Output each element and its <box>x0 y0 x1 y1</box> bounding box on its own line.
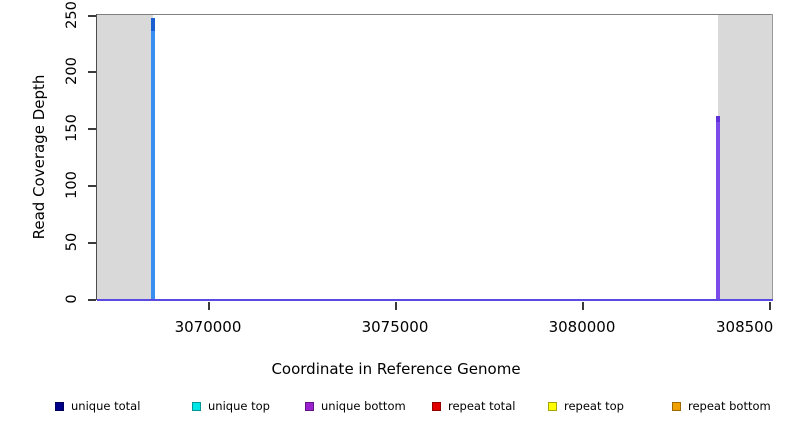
x-tick-label-3085000: 308500 <box>716 318 774 336</box>
y-tick-label-150: 150 <box>64 114 80 142</box>
y-tick-label-0: 0 <box>64 294 80 304</box>
y-axis-title: Read Coverage Depth <box>30 74 48 240</box>
axis-line-top <box>97 14 773 16</box>
legend-item-repeat-bottom[interactable]: repeat bottom <box>672 399 771 413</box>
data-spike-unique-total-cap <box>151 18 155 31</box>
y-tick-mark-200 <box>88 71 96 73</box>
y-tick-mark-100 <box>88 185 96 187</box>
legend-item-unique-total[interactable]: unique total <box>55 399 140 413</box>
x-tick-mark-3085000 <box>769 302 771 310</box>
plot-area <box>97 15 772 300</box>
legend-item-unique-bottom[interactable]: unique bottom <box>305 399 406 413</box>
y-tick-label-50: 50 <box>64 232 80 252</box>
legend-item-repeat-top[interactable]: repeat top <box>548 399 624 413</box>
x-tick-label-3070000: 3070000 <box>174 318 242 336</box>
x-tick-mark-3080000 <box>582 302 584 310</box>
legend-label-unique-total: unique total <box>71 399 141 413</box>
y-tick-mark-150 <box>88 128 96 130</box>
legend-swatch-icon-unique-bottom <box>305 401 314 411</box>
x-tick-mark-3070000 <box>208 302 210 310</box>
axis-line-left <box>96 14 98 300</box>
legend-label-repeat-top: repeat top <box>564 399 624 413</box>
legend-swatch-icon-repeat-top <box>548 401 557 411</box>
x-tick-label-3075000: 3075000 <box>361 318 429 336</box>
legend-swatch-icon-repeat-total <box>432 401 441 411</box>
shaded-region-left <box>97 15 153 300</box>
legend-item-unique-top[interactable]: unique top <box>192 399 270 413</box>
legend-label-repeat-total: repeat total <box>448 399 516 413</box>
y-tick-mark-0 <box>88 299 96 301</box>
data-spike-unique-bottom <box>716 117 720 300</box>
legend-label-unique-top: unique top <box>208 399 270 413</box>
legend-item-repeat-total[interactable]: repeat total <box>432 399 515 413</box>
y-tick-label-200: 200 <box>64 57 80 85</box>
y-tick-mark-50 <box>88 242 96 244</box>
legend-swatch-icon-unique-total <box>55 401 64 411</box>
shaded-region-right <box>718 15 772 300</box>
chart-legend: unique total unique top unique bottom re… <box>0 398 792 420</box>
data-spike-unique-bottom-cap <box>716 116 720 122</box>
legend-swatch-icon-repeat-bottom <box>672 401 681 411</box>
baseline-depth-zero <box>97 299 773 301</box>
legend-label-unique-bottom: unique bottom <box>321 399 406 413</box>
legend-label-repeat-bottom: repeat bottom <box>688 399 771 413</box>
x-tick-mark-3075000 <box>395 302 397 310</box>
data-spike-unique-total <box>151 19 155 300</box>
y-tick-label-100: 100 <box>64 171 80 199</box>
legend-swatch-icon-unique-top <box>192 401 201 411</box>
x-tick-label-3080000: 3080000 <box>548 318 616 336</box>
y-tick-mark-250 <box>88 15 96 17</box>
x-axis-title: Coordinate in Reference Genome <box>271 360 521 378</box>
y-tick-label-250: 250 <box>64 1 80 29</box>
